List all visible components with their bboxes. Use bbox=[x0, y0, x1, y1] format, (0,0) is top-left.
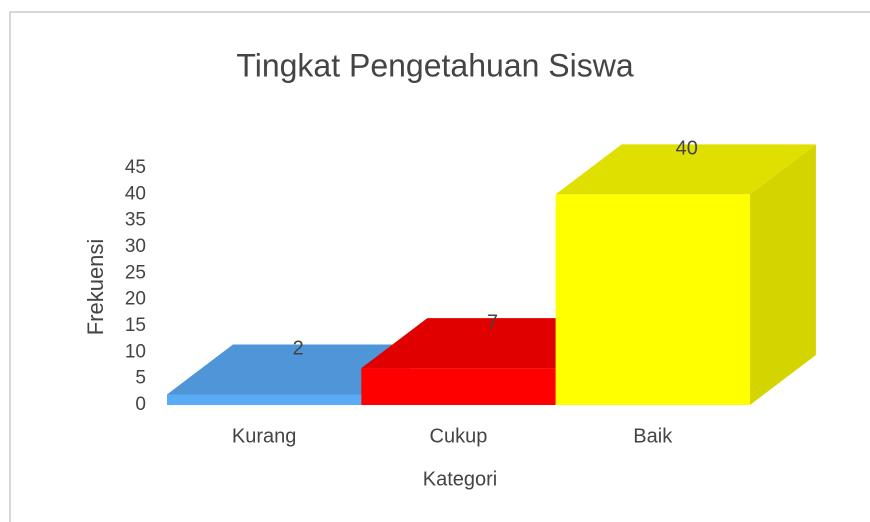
x-axis-label: Kategori bbox=[423, 468, 498, 490]
bar-front bbox=[361, 368, 556, 405]
y-tick-label: 15 bbox=[125, 315, 146, 336]
y-tick-label: 35 bbox=[125, 210, 146, 231]
data-label: 7 bbox=[487, 311, 498, 333]
bar-front bbox=[555, 194, 750, 405]
y-tick-label: 40 bbox=[125, 183, 146, 204]
y-tick-label: 25 bbox=[125, 262, 146, 283]
y-axis-label: Frekuensi bbox=[83, 239, 108, 336]
data-label: 40 bbox=[676, 138, 698, 160]
y-tick-label: 5 bbox=[135, 368, 146, 389]
y-tick-label: 30 bbox=[125, 236, 146, 257]
y-tick-label: 10 bbox=[125, 341, 146, 362]
bar-top bbox=[555, 144, 816, 195]
y-tick-label: 45 bbox=[125, 157, 146, 178]
x-tick-label: Cukup bbox=[430, 425, 488, 447]
bar-side bbox=[749, 144, 816, 406]
chart-title: Tingkat Pengetahuan Siswa bbox=[236, 47, 634, 83]
frame bbox=[9, 11, 870, 522]
bar-front bbox=[167, 394, 362, 405]
x-tick-label: Kurang bbox=[232, 425, 297, 447]
y-tick-label: 0 bbox=[135, 394, 146, 415]
bar bbox=[555, 144, 816, 406]
x-tick-label: Baik bbox=[633, 425, 673, 447]
y-tick-label: 20 bbox=[125, 289, 146, 310]
data-label: 2 bbox=[293, 338, 304, 360]
